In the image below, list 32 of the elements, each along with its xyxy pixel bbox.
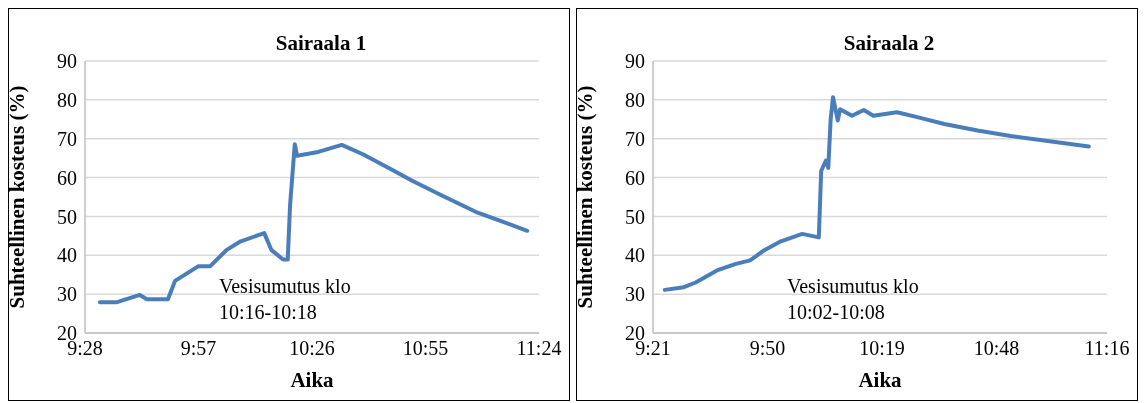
y-tick-label: 40 [57,244,77,267]
y-tick-label: 70 [57,127,77,150]
y-axis-title: Suhteellinen kosteus (%) [573,85,598,309]
x-axis-title: Aika [290,368,335,392]
x-tick-label: 11:16 [1084,337,1130,360]
x-tick-label: 10:26 [289,337,335,360]
line-series [97,142,530,305]
x-tick-label: 10:48 [973,337,1020,360]
y-tick-label: 90 [625,50,645,73]
y-tick-label: 40 [625,244,645,267]
y-tick-label: 30 [625,283,645,306]
x-axis-title: Aika [858,368,903,392]
y-tick-label: 60 [57,166,77,189]
y-tick-label: 50 [625,205,645,228]
y-tick-label: 80 [625,88,645,111]
x-tick-label: 9:50 [749,337,786,360]
x-tick-label: 11:24 [516,337,562,360]
annotation: Vesisumutus klo 10:16-10:18 [219,274,352,325]
y-tick-label: 70 [625,127,645,150]
annotation: Vesisumutus klo 10:02-10:08 [787,274,920,325]
x-tick-label: 9:57 [180,337,217,360]
chart-title: Sairaala 2 [842,31,936,56]
line-series [662,95,1091,292]
y-tick-label: 80 [57,88,77,111]
y-tick-label: 60 [625,166,645,189]
chart-title: Sairaala 1 [274,31,368,56]
y-tick-label: 90 [57,50,77,73]
y-tick-label: 30 [57,283,77,306]
y-tick-label: 50 [57,205,77,228]
x-tick-label: 10:19 [859,337,905,360]
x-tick-label: 10:55 [402,337,449,360]
y-axis-title: Suhteellinen kosteus (%) [5,85,30,309]
